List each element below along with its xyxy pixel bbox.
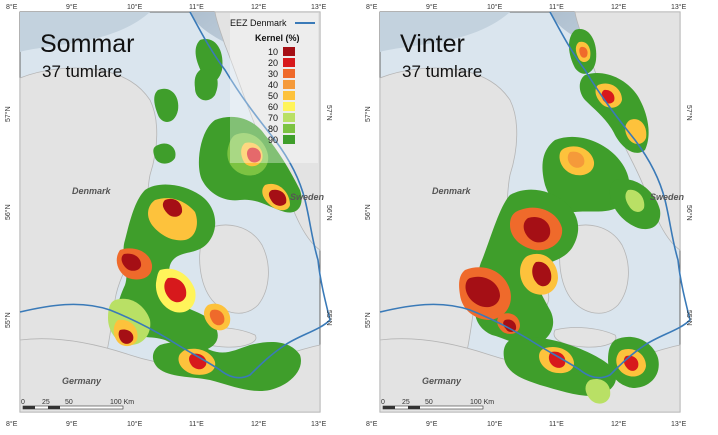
lat-ticks-right: 57°N 56°N 55°N [325, 105, 333, 326]
legend-level-label: 10 [268, 47, 278, 57]
lat-ticks-left: 57°N 56°N 55°N [4, 106, 12, 328]
legend-level-label: 40 [268, 80, 278, 90]
eez-line [379, 11, 691, 379]
svg-text:9°E: 9°E [66, 420, 78, 428]
svg-text:9°E: 9°E [426, 3, 438, 11]
svg-text:56°N: 56°N [4, 204, 12, 220]
svg-text:12°E: 12°E [611, 3, 627, 11]
legend-swatch [283, 91, 295, 100]
legend-swatch [283, 47, 295, 56]
legend-swatch [283, 69, 295, 78]
svg-text:13°E: 13°E [311, 3, 327, 11]
svg-text:56°N: 56°N [685, 205, 693, 221]
legend-level-label: 60 [268, 102, 278, 112]
svg-text:57°N: 57°N [685, 105, 693, 121]
legend-eez-label: EEZ Denmark [230, 18, 287, 28]
svg-text:57°N: 57°N [325, 105, 333, 121]
lon-ticks-top: 8°E 9°E 10°E 11°E 12°E 13°E [6, 3, 327, 11]
label-denmark: Denmark [432, 186, 472, 196]
svg-text:13°E: 13°E [671, 3, 687, 11]
svg-text:9°E: 9°E [426, 420, 438, 428]
kernel-summer [108, 39, 302, 391]
svg-text:0: 0 [21, 399, 25, 406]
scalebar: 0 25 50 100 Km [21, 399, 134, 410]
legend-kernel-title: Kernel (%) [255, 33, 300, 43]
label-germany: Germany [62, 376, 102, 386]
svg-text:55°N: 55°N [325, 310, 333, 326]
svg-text:8°E: 8°E [6, 420, 18, 428]
svg-text:9°E: 9°E [66, 3, 78, 11]
svg-text:13°E: 13°E [311, 420, 327, 428]
lon-ticks-top: 8°E 9°E 10°E 11°E 12°E 13°E [366, 3, 687, 11]
legend-level-label: 30 [268, 69, 278, 79]
lon-ticks-bottom: 8°E 9°E 10°E 11°E 12°E 13°E [366, 420, 687, 428]
svg-text:11°E: 11°E [189, 3, 204, 11]
svg-text:8°E: 8°E [366, 3, 378, 11]
svg-text:56°N: 56°N [364, 204, 372, 220]
legend-swatch [283, 80, 295, 89]
svg-text:12°E: 12°E [251, 420, 267, 428]
map-panel-summer: Denmark Sweden Germany 8°E 9°E 10°E 11°E… [0, 0, 340, 435]
panel-title-winter: Vinter [400, 30, 465, 58]
svg-text:50: 50 [65, 399, 73, 406]
svg-text:10°E: 10°E [487, 3, 503, 11]
label-denmark: Denmark [72, 186, 112, 196]
svg-text:8°E: 8°E [6, 3, 18, 11]
panel-subtitle-summer: 37 tumlare [42, 62, 123, 81]
eez-line [19, 11, 331, 379]
svg-text:57°N: 57°N [4, 106, 12, 122]
svg-text:55°N: 55°N [685, 310, 693, 326]
panel-subtitle-winter: 37 tumlare [402, 62, 483, 81]
svg-text:56°N: 56°N [325, 205, 333, 221]
svg-text:57°N: 57°N [364, 106, 372, 122]
legend-swatch [283, 102, 295, 111]
legend-level-label: 50 [268, 91, 278, 101]
zealand-land [199, 224, 269, 314]
svg-text:8°E: 8°E [366, 420, 378, 428]
svg-text:11°E: 11°E [549, 420, 564, 428]
svg-text:11°E: 11°E [189, 420, 204, 428]
legend-swatch [283, 58, 295, 67]
lat-ticks-right: 57°N 56°N 55°N [685, 105, 693, 326]
svg-text:25: 25 [42, 399, 50, 406]
map-panel-winter: Denmark Sweden Germany 8°E 9°E 10°E 11°E… [360, 0, 700, 435]
svg-text:50: 50 [425, 399, 433, 406]
panel-title-summer: Sommar [40, 30, 135, 58]
svg-text:0: 0 [381, 399, 385, 406]
map-summer: Denmark Sweden Germany 8°E 9°E 10°E 11°E… [4, 3, 333, 428]
scalebar: 0 25 50 100 Km [381, 399, 494, 410]
deep-sea-north [20, 12, 150, 52]
map-winter: Denmark Sweden Germany 8°E 9°E 10°E 11°E… [364, 3, 693, 428]
legend-swatch [283, 135, 295, 144]
svg-text:11°E: 11°E [549, 3, 564, 11]
svg-text:12°E: 12°E [611, 420, 627, 428]
legend-swatch [283, 124, 295, 133]
legend-swatch [283, 113, 295, 122]
lon-ticks-bottom: 8°E 9°E 10°E 11°E 12°E 13°E [6, 420, 327, 428]
svg-text:10°E: 10°E [127, 3, 143, 11]
legend-level-label: 90 [268, 135, 278, 145]
label-germany: Germany [422, 376, 462, 386]
svg-text:10°E: 10°E [127, 420, 143, 428]
label-sweden: Sweden [290, 192, 325, 202]
deep-sea-north [380, 12, 510, 52]
svg-text:10°E: 10°E [487, 420, 503, 428]
svg-text:100 Km: 100 Km [110, 399, 134, 406]
lat-ticks-left: 57°N 56°N 55°N [364, 106, 372, 328]
label-sweden: Sweden [650, 192, 685, 202]
legend-level-label: 70 [268, 113, 278, 123]
svg-text:12°E: 12°E [251, 3, 267, 11]
svg-text:25: 25 [402, 399, 410, 406]
legend-level-label: 20 [268, 58, 278, 68]
legend: EEZ Denmark Kernel (%) 10203040506070809… [230, 13, 318, 163]
svg-text:55°N: 55°N [4, 312, 12, 328]
svg-text:55°N: 55°N [364, 312, 372, 328]
svg-text:13°E: 13°E [671, 420, 687, 428]
legend-level-label: 80 [268, 124, 278, 134]
svg-text:100 Km: 100 Km [470, 399, 494, 406]
